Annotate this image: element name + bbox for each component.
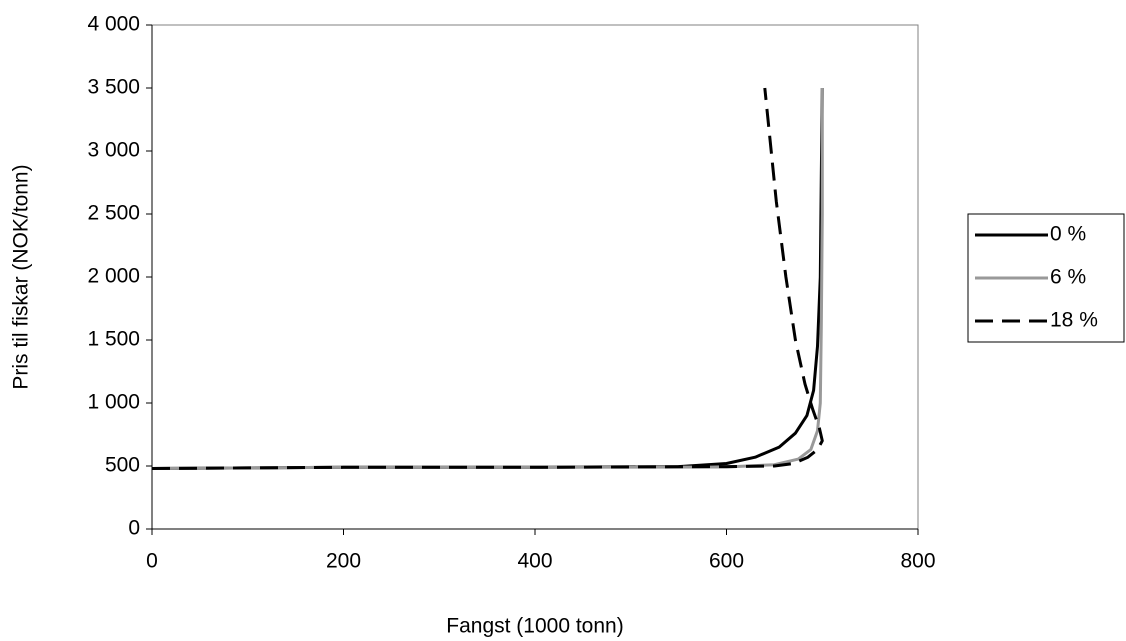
y-tick-label: 2 000 <box>87 265 140 288</box>
y-tick-label: 3 500 <box>87 76 140 99</box>
x-tick-label: 600 <box>709 550 744 573</box>
series-line <box>151 87 824 470</box>
legend-label: 0 % <box>1050 223 1086 246</box>
y-tick-label: 4 000 <box>87 13 140 36</box>
x-tick-label: 200 <box>326 550 361 573</box>
x-tick-label: 0 <box>146 550 158 573</box>
legend-label: 18 % <box>1050 309 1098 332</box>
y-tick-label: 500 <box>105 454 140 477</box>
x-tick-label: 400 <box>517 550 552 573</box>
x-axis-label: Fangst (1000 tonn) <box>446 615 623 638</box>
y-axis-label: Pris til fiskar (NOK/tonn) <box>10 164 33 389</box>
series-line <box>151 87 824 470</box>
y-tick-label: 3 000 <box>87 139 140 162</box>
x-tick-label: 800 <box>900 550 935 573</box>
y-tick-label: 2 500 <box>87 202 140 225</box>
series-line <box>151 88 824 470</box>
y-tick-label: 0 <box>128 517 140 540</box>
y-tick-label: 1 500 <box>87 328 140 351</box>
plot-area <box>151 24 919 530</box>
y-tick-label: 1 000 <box>87 391 140 414</box>
legend-label: 6 % <box>1050 266 1086 289</box>
